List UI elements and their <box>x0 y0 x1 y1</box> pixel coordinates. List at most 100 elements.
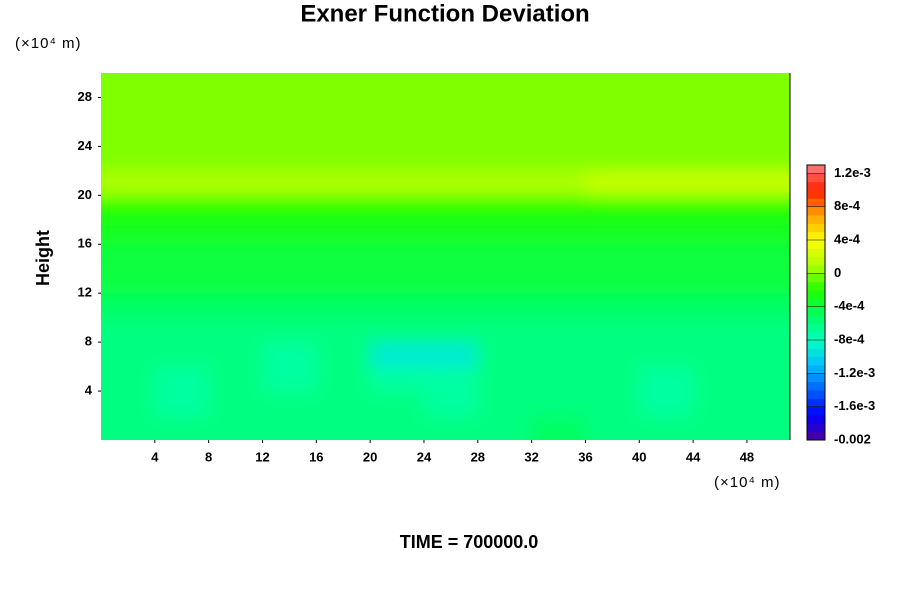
field-cell <box>154 391 210 417</box>
field-cell <box>693 317 748 343</box>
field-cell <box>370 268 425 294</box>
colorbar-band <box>807 331 825 341</box>
colorbar-band <box>807 240 825 249</box>
chart-title: Exner Function Deviation <box>300 0 589 27</box>
field-cell <box>423 415 479 440</box>
field-cell <box>101 391 156 417</box>
colorbar-band <box>807 415 825 424</box>
field-cell <box>423 219 479 245</box>
field-cell <box>477 317 533 343</box>
field-cell <box>316 121 371 147</box>
colorbar-band <box>807 398 825 408</box>
x-tick-label: 32 <box>524 449 538 464</box>
field-cell <box>370 97 425 123</box>
field-cell <box>370 219 425 245</box>
field-cell <box>477 146 533 172</box>
field-cell <box>316 244 371 270</box>
field-cell <box>531 121 586 147</box>
field-cell <box>208 219 263 245</box>
field-cell <box>585 73 640 98</box>
colorbar-band <box>807 298 825 308</box>
colorbar-band <box>807 231 825 241</box>
field-cell <box>585 146 640 172</box>
field-cell <box>316 219 371 245</box>
field-cell <box>423 268 479 294</box>
field-cell <box>746 195 790 221</box>
field-cell <box>746 268 790 294</box>
colorbar-band <box>807 281 825 291</box>
field-cell <box>746 244 790 270</box>
field-cell <box>154 244 210 270</box>
colorbar-band <box>807 348 825 358</box>
field-cell <box>423 195 479 221</box>
field-cell <box>477 121 533 147</box>
x-tick-label: 40 <box>632 449 646 464</box>
field-cell <box>423 317 479 343</box>
x-tick-label: 8 <box>205 449 212 464</box>
field-cell <box>101 317 156 343</box>
colorbar <box>807 165 825 441</box>
field-cell <box>477 97 533 123</box>
field-cell <box>208 195 263 221</box>
field-cell <box>639 121 694 147</box>
field-cell <box>639 366 694 392</box>
colorbar-band <box>807 256 825 266</box>
field-cell <box>154 170 210 196</box>
field-cell <box>531 391 586 417</box>
field-cell <box>154 342 210 368</box>
field-cell <box>423 293 479 319</box>
field-cell <box>477 244 533 270</box>
field-cell <box>639 195 694 221</box>
field-cell <box>693 391 748 417</box>
y-tick-label: 20 <box>78 187 92 202</box>
colorbar-tick-label: -1.6e-3 <box>834 398 875 413</box>
field-cell <box>370 415 425 440</box>
field-cell <box>477 73 533 98</box>
footer: TIME = 700000.0 <box>400 532 539 552</box>
field-cell <box>316 170 371 196</box>
colorbar-tick-label: 8e-4 <box>834 198 861 213</box>
field-cell <box>585 293 640 319</box>
colorbar-band <box>807 340 825 349</box>
y-tick-label: 28 <box>78 89 92 104</box>
field-cell <box>746 317 790 343</box>
colorbar-band <box>807 315 825 324</box>
field-cell <box>154 415 210 440</box>
colorbar-band <box>807 265 825 274</box>
field-cell <box>639 73 694 98</box>
field-cell <box>316 268 371 294</box>
field-cell <box>531 366 586 392</box>
field-cell <box>531 317 586 343</box>
field-cell <box>101 366 156 392</box>
field-cell <box>423 366 479 392</box>
colorbar-band <box>807 173 825 183</box>
x-tick-label: 48 <box>740 449 754 464</box>
field-cell <box>262 97 317 123</box>
field-cell <box>370 293 425 319</box>
field-cell <box>585 97 640 123</box>
field-cell <box>208 342 263 368</box>
colorbar-band <box>807 373 825 383</box>
field-cell <box>101 268 156 294</box>
colorbar-tick-label: -8e-4 <box>834 331 865 346</box>
field-cell <box>693 170 748 196</box>
y-tick-label: 24 <box>78 138 93 153</box>
field-cell <box>370 195 425 221</box>
field-cell <box>316 293 371 319</box>
field-cell <box>639 391 694 417</box>
colorbar-band <box>807 273 825 283</box>
field-cell <box>208 97 263 123</box>
field-cell <box>316 317 371 343</box>
colorbar-band <box>807 431 825 441</box>
colorbar-band <box>807 198 825 208</box>
colorbar-band <box>807 215 825 224</box>
field-cell <box>208 146 263 172</box>
x-tick-label: 28 <box>471 449 485 464</box>
field-cell <box>370 342 425 368</box>
field-cell <box>262 170 317 196</box>
colorbar-band <box>807 190 825 199</box>
field-cell <box>208 73 263 98</box>
field-cell <box>208 244 263 270</box>
field-cell <box>154 293 210 319</box>
colorbar-band <box>807 223 825 233</box>
